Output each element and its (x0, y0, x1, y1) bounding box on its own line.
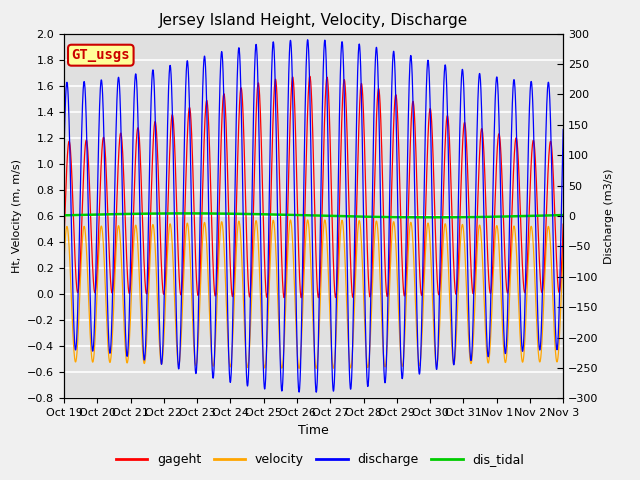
Legend: gageht, velocity, discharge, dis_tidal: gageht, velocity, discharge, dis_tidal (111, 448, 529, 471)
Text: GT_usgs: GT_usgs (72, 48, 130, 62)
Y-axis label: Discharge (m3/s): Discharge (m3/s) (604, 168, 614, 264)
Title: Jersey Island Height, Velocity, Discharge: Jersey Island Height, Velocity, Discharg… (159, 13, 468, 28)
X-axis label: Time: Time (298, 424, 329, 437)
Y-axis label: Ht, Velocity (m, m/s): Ht, Velocity (m, m/s) (12, 159, 22, 273)
